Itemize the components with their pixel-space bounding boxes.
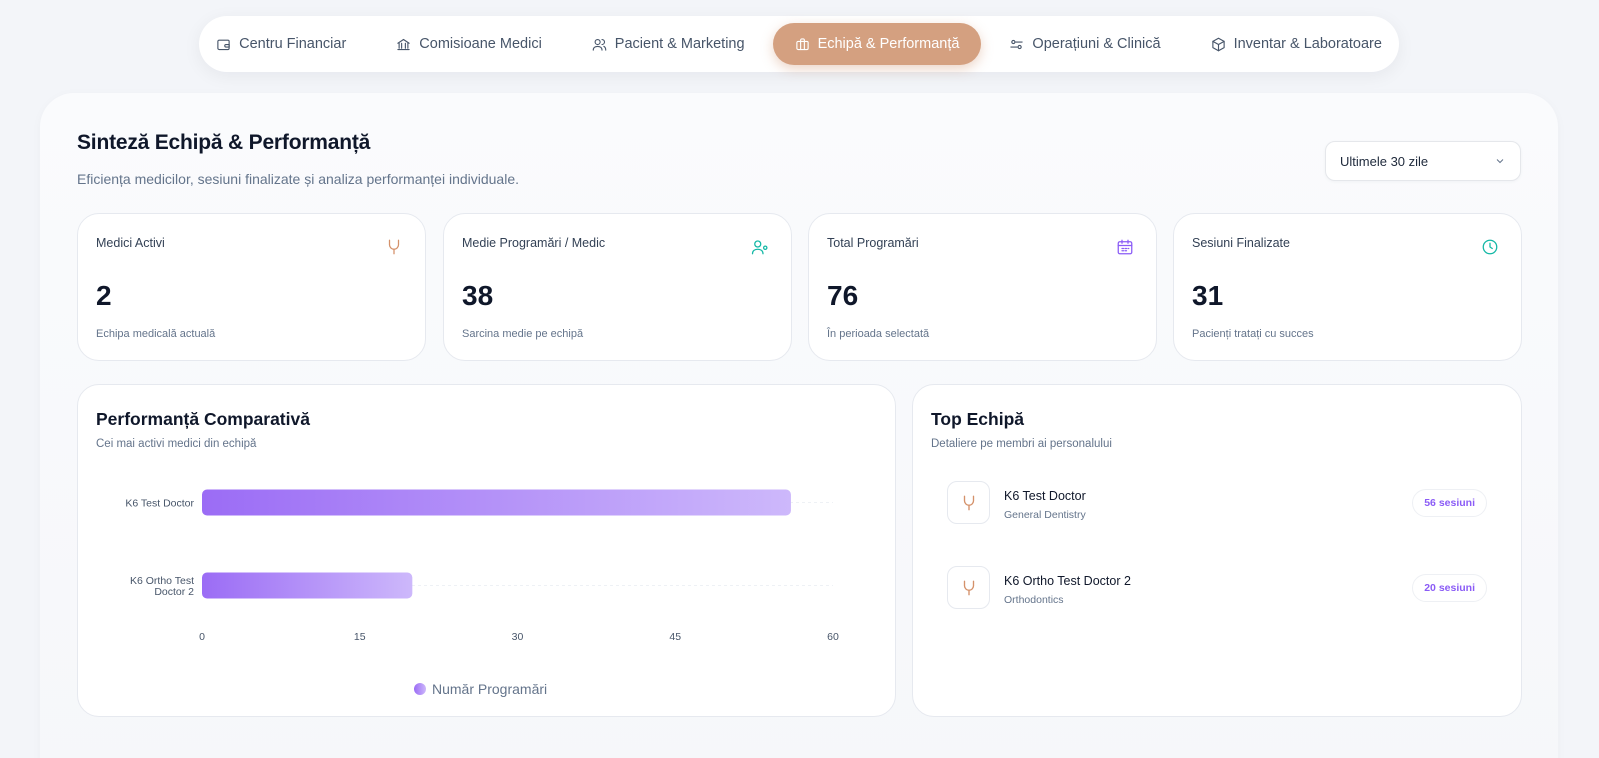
stat-card-total-appointments: Total Programări 76 În perioada selectat…	[808, 213, 1157, 361]
team-member[interactable]: K6 Test Doctor General Dentistry 56 sesi…	[947, 481, 1487, 525]
tab-label: Inventar & Laboratoare	[1233, 36, 1382, 52]
user-check-icon	[751, 240, 768, 255]
avatar	[947, 566, 990, 609]
x-tick-label: 60	[827, 631, 839, 643]
page-subtitle: Eficiența medicilor, sesiuni finalizate …	[77, 171, 520, 187]
sliders-icon	[1010, 39, 1024, 49]
x-tick-label: 0	[199, 631, 205, 643]
period-select[interactable]: Ultimele 30 zile	[1325, 141, 1521, 181]
chart-title: Performanță Comparativă	[96, 409, 310, 429]
team-subtitle: Detaliere pe membri ai personalului	[931, 438, 1112, 450]
team-title: Top Echipă	[931, 409, 1025, 429]
stat-label: Medie Programări / Medic	[462, 236, 606, 250]
page-title: Sinteză Echipă & Performanță	[77, 131, 371, 154]
stat-card-avg-appointments: Medie Programări / Medic 38 Sarcina medi…	[443, 213, 792, 361]
tab-inventar-laboratoare[interactable]: Inventar & Laboratoare	[1189, 23, 1404, 65]
tab-label: Pacient & Marketing	[614, 36, 745, 52]
member-specialty: General Dentistry	[1004, 509, 1086, 521]
category-label: K6 Ortho Test	[130, 575, 194, 587]
stat-note: Echipa medicală actuală	[96, 328, 216, 340]
tab-label: Echipă & Performanță	[817, 36, 960, 52]
sessions-badge: 56 sesiuni	[1412, 489, 1487, 517]
member-specialty: Orthodontics	[1004, 594, 1064, 606]
calendar-icon	[1117, 239, 1133, 255]
comparative-performance-card: Performanță Comparativă Cei mai activi m…	[77, 384, 896, 717]
x-tick-label: 45	[669, 631, 681, 643]
tab-label: Centru Financiar	[239, 36, 347, 52]
bank-icon	[397, 38, 410, 50]
stat-card-finished-sessions: Sesiuni Finalizate 31 Pacienți tratați c…	[1173, 213, 1522, 361]
stat-value: 38	[462, 280, 494, 311]
sessions-badge: 20 sesiuni	[1412, 574, 1487, 602]
period-select-value: Ultimele 30 zile	[1340, 153, 1429, 169]
stat-label: Sesiuni Finalizate	[1192, 236, 1290, 250]
stethoscope-icon	[963, 495, 974, 510]
tab-label: Comisioane Medici	[419, 36, 542, 52]
briefcase-icon	[795, 37, 809, 50]
top-navigation: Centru Financiar Comisioane Medici Pacie…	[199, 16, 1399, 72]
tab-label: Operațiuni & Clinică	[1032, 36, 1161, 52]
legend-label: Număr Programări	[432, 681, 548, 697]
chevron-down-icon	[1496, 159, 1504, 164]
stethoscope-icon	[963, 580, 974, 595]
stat-label: Total Programări	[827, 236, 919, 250]
box-icon	[1211, 37, 1225, 51]
stat-note: Sarcina medie pe echipă	[462, 328, 584, 340]
team-member[interactable]: K6 Ortho Test Doctor 2 Orthodontics 20 s…	[947, 566, 1487, 610]
stat-value: 76	[827, 280, 859, 311]
tab-echipa-performanta[interactable]: Echipă & Performanță	[772, 23, 982, 65]
wallet-icon	[217, 39, 230, 50]
stethoscope-icon	[388, 239, 400, 255]
top-team-card: Top Echipă Detaliere pe membri ai person…	[912, 384, 1522, 717]
member-name: K6 Test Doctor	[1004, 489, 1086, 503]
x-tick-label: 30	[512, 631, 524, 643]
bar[interactable]	[202, 489, 791, 516]
stat-note: În perioada selectată	[827, 328, 930, 340]
stat-note: Pacienți tratați cu succes	[1192, 328, 1314, 340]
tab-pacient-marketing[interactable]: Pacient & Marketing	[570, 23, 767, 65]
member-name: K6 Ortho Test Doctor 2	[1004, 574, 1131, 588]
users-icon	[592, 38, 607, 51]
stat-card-active-doctors: Medici Activi 2 Echipa medicală actuală	[77, 213, 426, 361]
stat-value: 2	[96, 280, 112, 311]
chart-subtitle: Cei mai activi medici din echipă	[96, 438, 257, 450]
tab-centru-financiar[interactable]: Centru Financiar	[194, 23, 368, 65]
bar[interactable]	[202, 572, 413, 599]
x-tick-label: 15	[354, 631, 366, 643]
stat-label: Medici Activi	[96, 236, 165, 250]
chart-legend[interactable]: Număr Programări	[414, 681, 547, 697]
legend-swatch	[414, 683, 426, 695]
category-label: K6 Test Doctor	[125, 498, 194, 510]
avatar	[947, 481, 990, 524]
clock-icon	[1482, 239, 1498, 255]
tab-comisioane-medici[interactable]: Comisioane Medici	[374, 23, 564, 65]
tab-operatiuni-clinica[interactable]: Operațiuni & Clinică	[987, 23, 1182, 65]
category-label: Doctor 2	[154, 586, 194, 598]
stat-value: 31	[1192, 280, 1224, 311]
